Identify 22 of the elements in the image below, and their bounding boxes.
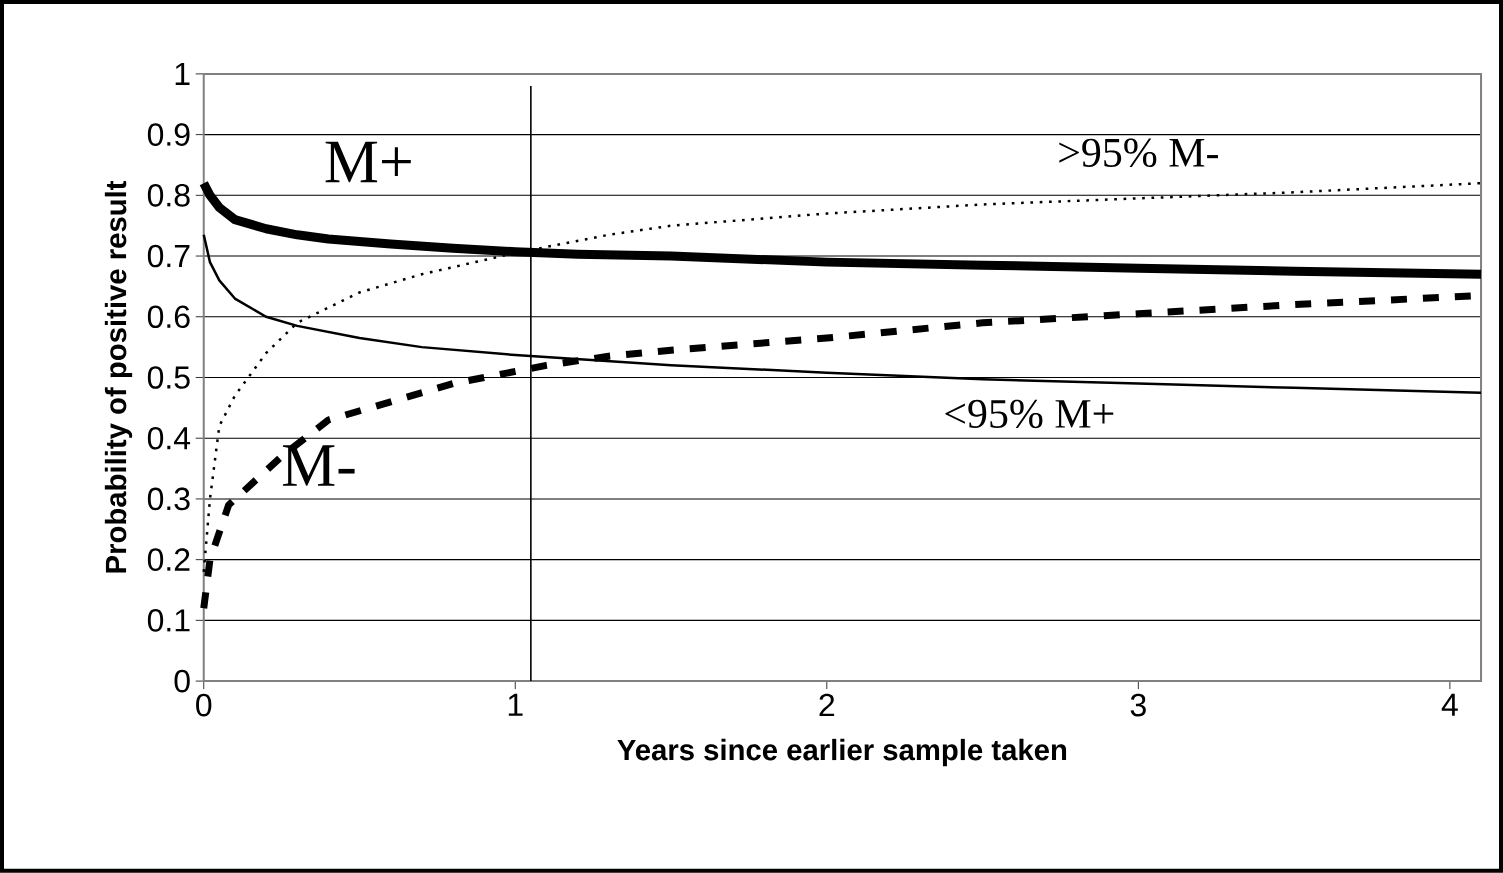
- series-label: <95% M+: [945, 399, 1114, 429]
- y-tick-label: 0.3: [147, 487, 190, 511]
- y-tick-label: 0.9: [147, 123, 190, 146]
- x-tick-label: 3: [1130, 693, 1146, 717]
- y-tick-label: 0.1: [147, 609, 190, 632]
- y-tick-label: 0.2: [147, 548, 190, 572]
- x-tick-label: 4: [1441, 693, 1458, 716]
- x-tick-label: 0: [196, 693, 212, 717]
- y-tick-label: 0.8: [147, 184, 190, 207]
- series-label: M+: [325, 141, 411, 183]
- x-tick-label: 1: [508, 693, 523, 716]
- x-axis-title: Years since earlier sample taken: [617, 738, 1067, 767]
- y-tick-label: 0: [174, 669, 190, 693]
- y-tick-label: 0.6: [147, 305, 190, 329]
- y-tick-label: 0.4: [147, 426, 191, 450]
- series-label: >95% M-: [1059, 138, 1218, 168]
- y-tick-label: 1: [175, 62, 190, 85]
- y-tick-label: 0.5: [147, 366, 190, 389]
- y-axis-title: Probability of positive result: [104, 180, 133, 573]
- series-label: M-: [282, 445, 355, 486]
- y-tick-label: 0.7: [147, 244, 190, 268]
- x-tick-label: 2: [819, 693, 835, 717]
